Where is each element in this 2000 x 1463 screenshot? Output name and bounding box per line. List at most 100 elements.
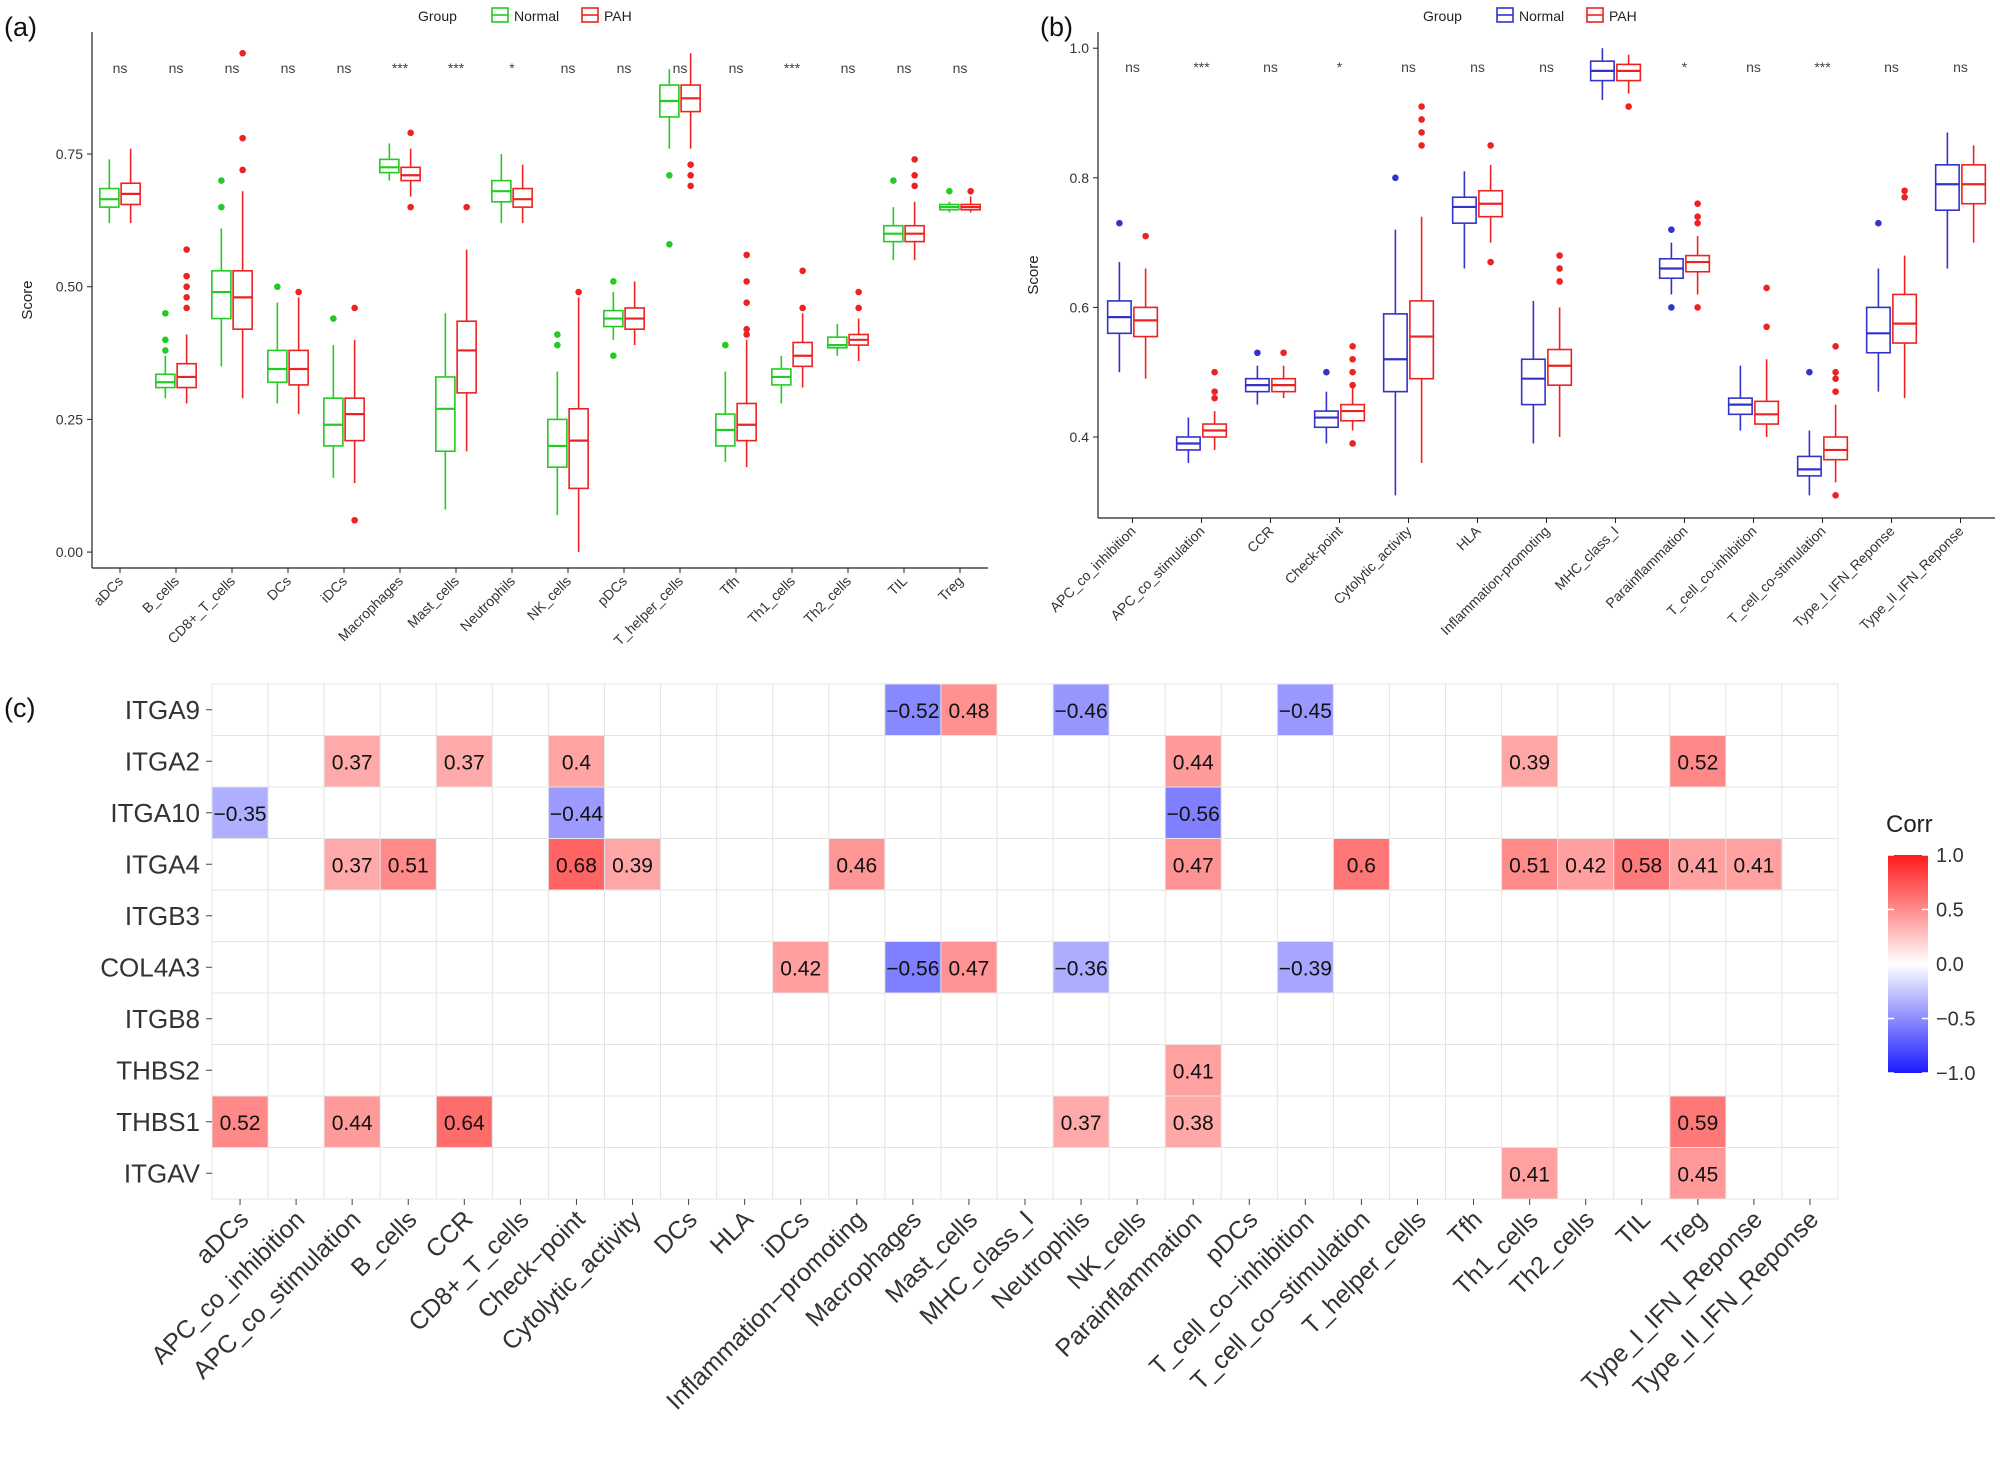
legend-title: Group [1423,8,1462,24]
y-axis-title: Score [1025,255,1042,294]
significance-label: ns [113,60,128,76]
significance-label: ns [1401,59,1416,75]
panel-b-label: (b) [1040,12,1073,42]
significance-label: *** [1193,59,1210,75]
box-pah [792,341,813,368]
significance-label: ns [1263,59,1278,75]
panel-b-legend: Group Normal PAH [1423,7,1637,24]
heatmap-cell [324,838,381,890]
heatmap-cell [1277,941,1334,993]
heatmap-cell [1669,1147,1726,1199]
significance-label: ns [1953,59,1968,75]
significance-label: ns [561,60,576,76]
outlier-point [351,304,358,312]
box-normal [827,336,848,349]
outlier-point [407,203,414,211]
heatmap-cell-label: 0.37 [444,751,485,774]
heatmap-cell-label: 0.58 [1621,854,1662,877]
y-tick-label: 0.00 [56,544,83,560]
outlier-point [1901,187,1908,195]
outlier-point [1832,375,1839,382]
box-pah [736,402,757,442]
outlier-point [1418,103,1425,110]
outlier-point [218,177,225,184]
heatmap-cell [1277,684,1334,736]
outlier-point [1832,368,1839,376]
box-normal [267,349,288,384]
box-normal [379,158,400,174]
panel-a-label: (a) [4,12,37,42]
heatmap-cell-label: −0.36 [1054,957,1107,980]
y-tick-label: 0.6 [1070,299,1090,315]
heatmap-cell [212,787,269,839]
significance-label: ns [1470,59,1485,75]
significance-label: ns [953,60,968,76]
y-tick-label: 1.0 [1070,40,1090,56]
heatmap-cell-label: 0.4 [562,751,592,774]
outlier-point [239,166,246,174]
heatmap-cell-label: 0.46 [836,854,877,877]
y-tick-label: 0.4 [1070,429,1090,445]
heatmap-cell [772,941,829,993]
box-pah [1754,400,1780,425]
outlier-point [463,203,470,211]
significance-label: ns [169,60,184,76]
outlier-point [351,516,358,524]
outlier-point [218,203,225,211]
heatmap-cell-label: 0.47 [948,957,989,980]
outlier-point [183,272,190,280]
outlier-point [946,187,953,195]
significance-label: ns [281,60,296,76]
y-tick-label: 0.50 [56,279,83,295]
heatmap-cell [548,787,605,839]
heatmap-cell [548,735,605,787]
outlier-point [554,341,561,349]
outlier-point [1668,226,1675,233]
outlier-point [575,288,582,296]
heatmap-row-label: ITGB8 [125,1004,200,1034]
outlier-point [1142,232,1149,240]
significance-label: ns [729,60,744,76]
colorbar-bar [1888,855,1928,1073]
outlier-point [162,347,169,354]
outlier-point [295,288,302,296]
heatmap-row-label: ITGA9 [125,695,200,725]
box-pah [1547,348,1573,386]
outlier-point [183,246,190,253]
outlier-point [1806,368,1813,376]
heatmap-cell-label: 0.68 [556,854,597,877]
significance-label: ns [225,60,240,76]
outlier-point [239,134,246,142]
colorbar-tick-label: −1.0 [1936,1063,1975,1085]
box-pah [400,166,421,182]
outlier-point [911,182,918,190]
outlier-point [1556,265,1563,272]
outlier-point [743,278,750,285]
outlier-point [1211,394,1218,402]
box-pah [1685,254,1711,273]
box-normal [547,418,568,468]
box-normal [1796,455,1822,477]
colorbar-title: Corr [1886,811,1933,838]
significance-label: * [1682,59,1688,75]
heatmap-row-label: ITGAV [124,1158,201,1188]
box-normal [1727,397,1753,416]
heatmap-cell-label: 0.41 [1509,1163,1550,1186]
outlier-point [1349,381,1356,389]
heatmap-cell-label: 0.41 [1733,854,1774,877]
heatmap-cell [1165,787,1222,839]
heatmap-cell [1501,838,1558,890]
outlier-point [1694,213,1701,220]
outlier-point [1832,492,1839,499]
box-normal [435,376,456,453]
outlier-point [1832,388,1839,395]
outlier-point [855,288,862,296]
heatmap-cell-label: −0.39 [1279,957,1332,980]
heatmap-cell [828,838,885,890]
significance-label: ns [1746,59,1761,75]
box-normal [1313,410,1339,429]
outlier-point [1694,219,1701,227]
outlier-point [743,251,750,259]
heatmap-row-label: COL4A3 [100,952,200,982]
box-pah [1340,403,1366,422]
